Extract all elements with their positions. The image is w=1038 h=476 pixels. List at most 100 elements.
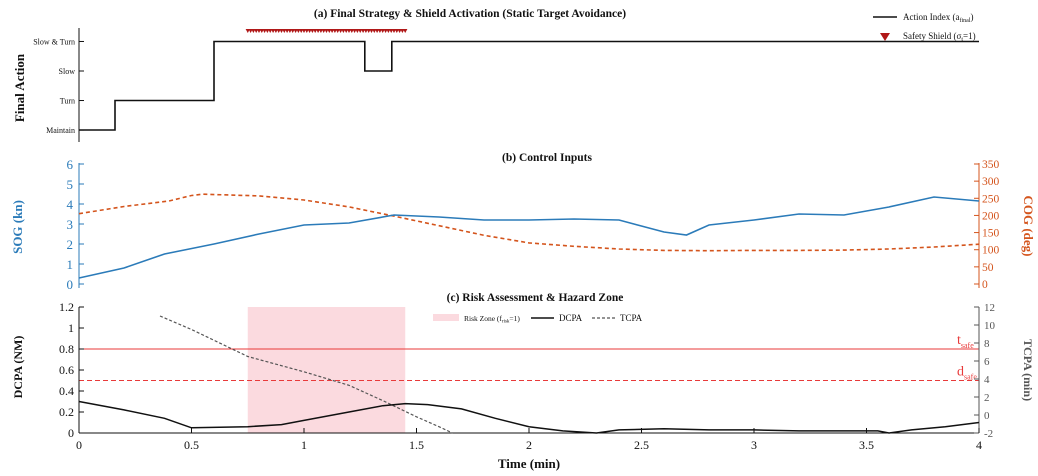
panel-b-ytick-left-label: 2 [67,237,74,252]
panel-c: (c) Risk Assessment & Hazard Zone DCPA (… [11,292,1035,471]
panel-c-xtick-label: 1 [301,438,307,452]
risk-zone-shading [247,307,406,433]
shield-marker [318,29,324,33]
shield-marker [355,29,360,33]
panel-c-ytick-right-label: 6 [984,356,990,368]
shield-marker [403,29,408,33]
shield-marker [344,29,349,33]
panel-c-ytick-left-label: 0 [68,426,74,440]
panel-a-legend: Action Index (afinal) Safety Shield (σt=… [873,12,976,43]
shield-marker [304,29,309,33]
shield-marker [391,29,397,33]
legend-risk-zone-label: Risk Zone (frisk=1) [464,314,520,325]
panel-c-xtick-label: 3.5 [859,438,874,452]
shield-marker [372,29,377,33]
shield-marker [321,29,326,33]
legend-action-label: Action Index (afinal) [903,12,973,24]
shield-marker [284,29,290,33]
shield-marker [270,29,276,33]
shield-marker [397,29,402,33]
shield-marker [360,29,366,33]
shield-marker [265,29,270,33]
shield-marker [301,29,307,33]
panel-a-ytick-label: Slow & Turn [33,37,75,46]
panel-c-ytick-left-label: 0.2 [59,405,74,419]
sog-series-line [78,196,980,279]
shield-marker [299,29,304,33]
panel-b-ytick-left-label: 3 [67,217,74,232]
panel-a-title: (a) Final Strategy & Shield Activation (… [314,8,626,20]
panel-c-ytick-left-label: 0.4 [59,384,74,398]
panel-c-ytick-right-label: -2 [984,428,993,440]
shield-marker [377,29,383,33]
panel-b-ytick-left-label: 6 [67,157,74,172]
shield-marker [310,29,315,33]
panel-a-ylabel: Final Action [12,53,27,122]
shield-marker [352,29,357,33]
shield-marker [349,29,354,33]
panel-c-ytick-right-label: 10 [984,320,996,332]
shield-marker [245,29,250,33]
panel-c-xtick-label: 4 [976,438,982,452]
shield-marker [293,29,298,33]
panel-b-ytick-right-label: 100 [982,245,1000,257]
shield-marker [366,29,371,33]
panel-c-xtick-label: 2 [526,438,532,452]
panel-b-ylabel-right: COG (deg) [1021,195,1036,256]
panel-b-title: (b) Control Inputs [502,152,592,164]
panel-c-ytick-left-label: 1.2 [59,300,74,314]
panel-c-xlabel: Time (min) [498,456,560,471]
panel-c-xtick-label: 0.5 [184,438,199,452]
panel-c-ylabel-right: TCPA (min) [1021,339,1035,401]
panel-b-ytick-right-label: 300 [982,176,1000,188]
legend-shield-label: Safety Shield (σt=1) [903,31,976,43]
panel-c-xtick-label: 0 [76,438,82,452]
shield-marker [386,29,391,33]
panel-c-title: (c) Risk Assessment & Hazard Zone [447,292,624,304]
panel-a-ytick-label: Maintain [46,126,75,135]
action-index-line [79,40,979,131]
shield-marker [335,29,340,33]
shield-marker [394,29,399,33]
panel-a-ytick-label: Turn [60,97,75,106]
shield-marker [315,29,321,33]
shield-marker [313,29,318,33]
panel-c-ytick-left-label: 0.8 [59,342,74,356]
panel-b-ylabel-left: SOG (kn) [10,200,25,254]
shield-marker [346,29,352,33]
shield-marker [279,29,284,33]
panel-b-ytick-left-label: 4 [67,197,74,212]
cog-series-line [78,193,980,252]
panel-c-ytick-right-label: 0 [984,410,990,422]
shield-marker [332,29,338,33]
legend-risk-zone-swatch [433,314,459,321]
tcpa-series-line [159,315,453,434]
shield-marker [324,29,329,33]
panel-c-ytick-left-label: 0.6 [59,363,74,377]
panel-b-ytick-left-label: 1 [67,257,74,272]
panel-b-ytick-right-label: 50 [982,262,994,274]
shield-marker [389,29,394,33]
dcpa-series-line [78,400,980,434]
threshold-label-t_safe: tsafe [957,333,974,350]
panel-b-ytick-right-label: 0 [982,279,988,291]
shield-marker [338,29,343,33]
shield-marker [290,29,295,33]
shield-marker [383,29,388,33]
shield-marker [248,29,253,33]
panel-c-xtick-label: 1.5 [409,438,424,452]
legend-tcpa-label: TCPA [620,313,643,323]
panel-c-xtick-label: 3 [751,438,757,452]
panel-b-ytick-right-label: 200 [982,210,1000,222]
shield-marker [287,29,293,33]
panel-a: (a) Final Strategy & Shield Activation (… [12,8,979,142]
panel-b-ytick-left-label: 0 [67,277,74,292]
panel-c-ytick-left-label: 1 [68,321,74,335]
shield-marker [400,29,405,33]
panel-b: (b) Control Inputs SOG (kn) COG (deg) 0 1… [10,152,1036,292]
legend-dcpa-label: DCPA [559,313,583,323]
panel-b-ytick-left-label: 5 [67,177,74,192]
panel-b-ytick-right-label: 250 [982,193,1000,205]
threshold-label-d_safe: dsafe [957,365,977,382]
